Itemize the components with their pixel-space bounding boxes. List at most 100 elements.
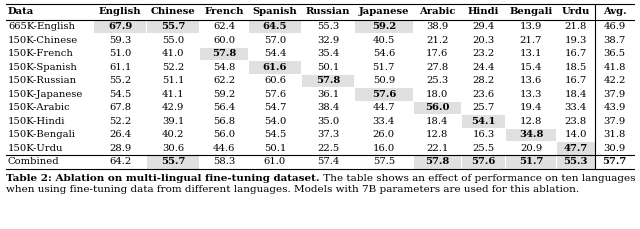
Text: 67.9: 67.9	[108, 22, 132, 31]
Text: 25.7: 25.7	[472, 103, 495, 112]
Text: 57.8: 57.8	[212, 49, 236, 58]
FancyBboxPatch shape	[94, 21, 146, 33]
Text: 15.4: 15.4	[520, 63, 542, 72]
FancyBboxPatch shape	[462, 155, 505, 169]
FancyBboxPatch shape	[557, 142, 595, 155]
Text: Japanese: Japanese	[358, 8, 409, 16]
Text: 61.1: 61.1	[109, 63, 131, 72]
Text: Combined: Combined	[8, 158, 60, 166]
Text: Chinese: Chinese	[151, 8, 196, 16]
Text: 33.4: 33.4	[372, 117, 395, 126]
Text: 57.5: 57.5	[372, 158, 395, 166]
Text: 22.5: 22.5	[317, 144, 339, 153]
Text: 28.9: 28.9	[109, 144, 131, 153]
Text: 26.0: 26.0	[372, 130, 395, 139]
Text: 150K-Arabic: 150K-Arabic	[8, 103, 71, 112]
Text: 62.4: 62.4	[213, 22, 236, 31]
Text: 54.0: 54.0	[264, 117, 286, 126]
FancyBboxPatch shape	[147, 21, 199, 33]
Text: 57.0: 57.0	[264, 36, 286, 45]
Text: 57.8: 57.8	[316, 76, 340, 85]
Text: 20.3: 20.3	[472, 36, 495, 45]
Text: 42.2: 42.2	[604, 76, 626, 85]
Text: 150K-Spanish: 150K-Spanish	[8, 63, 78, 72]
Text: 57.4: 57.4	[317, 158, 339, 166]
Text: 36.5: 36.5	[604, 49, 626, 58]
Text: 55.7: 55.7	[161, 22, 186, 31]
Text: English: English	[99, 8, 141, 16]
Text: 52.2: 52.2	[162, 63, 184, 72]
Text: 28.2: 28.2	[472, 76, 495, 85]
Text: Urdu: Urdu	[561, 8, 590, 16]
Text: 30.9: 30.9	[604, 144, 626, 153]
Text: 13.3: 13.3	[520, 90, 542, 99]
FancyBboxPatch shape	[462, 115, 505, 128]
Text: 22.1: 22.1	[426, 144, 449, 153]
Text: 25.3: 25.3	[426, 76, 449, 85]
Text: 56.0: 56.0	[425, 103, 449, 112]
Text: 16.7: 16.7	[564, 76, 587, 85]
Text: 55.7: 55.7	[161, 158, 186, 166]
Text: 14.0: 14.0	[564, 130, 587, 139]
Text: 57.6: 57.6	[372, 90, 396, 99]
Text: 150K-Urdu: 150K-Urdu	[8, 144, 63, 153]
Text: 59.2: 59.2	[213, 90, 236, 99]
Text: 43.9: 43.9	[604, 103, 626, 112]
Text: 54.5: 54.5	[264, 130, 286, 139]
Text: 150K-Chinese: 150K-Chinese	[8, 36, 78, 45]
FancyBboxPatch shape	[249, 61, 301, 74]
Text: 64.2: 64.2	[109, 158, 131, 166]
Text: 29.4: 29.4	[472, 22, 495, 31]
Text: 37.9: 37.9	[604, 117, 626, 126]
Text: 19.3: 19.3	[564, 36, 587, 45]
Text: 25.5: 25.5	[472, 144, 495, 153]
FancyBboxPatch shape	[506, 128, 556, 141]
Text: 24.4: 24.4	[472, 63, 495, 72]
Text: 44.6: 44.6	[213, 144, 236, 153]
Text: 57.7: 57.7	[602, 158, 627, 166]
Text: 27.8: 27.8	[426, 63, 449, 72]
Text: 665K-English: 665K-English	[8, 22, 75, 31]
Text: 21.7: 21.7	[520, 36, 542, 45]
FancyBboxPatch shape	[413, 155, 461, 169]
Text: 59.2: 59.2	[372, 22, 396, 31]
Text: 54.4: 54.4	[264, 49, 286, 58]
Text: 51.1: 51.1	[162, 76, 184, 85]
Text: 150K-Bengali: 150K-Bengali	[8, 130, 76, 139]
Text: 40.5: 40.5	[372, 36, 395, 45]
Text: 51.7: 51.7	[519, 158, 543, 166]
Text: 62.2: 62.2	[213, 76, 235, 85]
Text: 12.8: 12.8	[520, 117, 542, 126]
Text: 38.9: 38.9	[426, 22, 449, 31]
Text: 47.7: 47.7	[564, 144, 588, 153]
Text: Avg.: Avg.	[603, 8, 627, 16]
Text: 60.6: 60.6	[264, 76, 286, 85]
Text: 41.8: 41.8	[604, 63, 626, 72]
Text: 37.9: 37.9	[604, 90, 626, 99]
FancyBboxPatch shape	[302, 74, 354, 87]
Text: 37.3: 37.3	[317, 130, 339, 139]
Text: 41.0: 41.0	[162, 49, 184, 58]
Text: 18.0: 18.0	[426, 90, 449, 99]
Text: 18.4: 18.4	[426, 117, 449, 126]
Text: 54.8: 54.8	[213, 63, 236, 72]
Text: 60.0: 60.0	[213, 36, 235, 45]
Text: Table 2: Ablation on multi-lingual fine-tuning dataset.: Table 2: Ablation on multi-lingual fine-…	[6, 174, 319, 183]
Text: Bengali: Bengali	[509, 8, 552, 16]
Text: 36.1: 36.1	[317, 90, 339, 99]
FancyBboxPatch shape	[355, 88, 413, 101]
Text: 18.4: 18.4	[564, 90, 587, 99]
Text: 56.0: 56.0	[213, 130, 235, 139]
Text: 13.9: 13.9	[520, 22, 542, 31]
Text: 57.8: 57.8	[425, 158, 449, 166]
Text: 13.1: 13.1	[520, 49, 542, 58]
Text: 39.1: 39.1	[162, 117, 184, 126]
FancyBboxPatch shape	[355, 21, 413, 33]
Text: 34.8: 34.8	[519, 130, 543, 139]
FancyBboxPatch shape	[200, 47, 248, 60]
Text: 67.8: 67.8	[109, 103, 131, 112]
Text: 19.4: 19.4	[520, 103, 542, 112]
Text: 150K-Japanese: 150K-Japanese	[8, 90, 83, 99]
Text: 16.3: 16.3	[472, 130, 495, 139]
Text: The table shows an effect of performance on ten languages: The table shows an effect of performance…	[319, 174, 635, 183]
